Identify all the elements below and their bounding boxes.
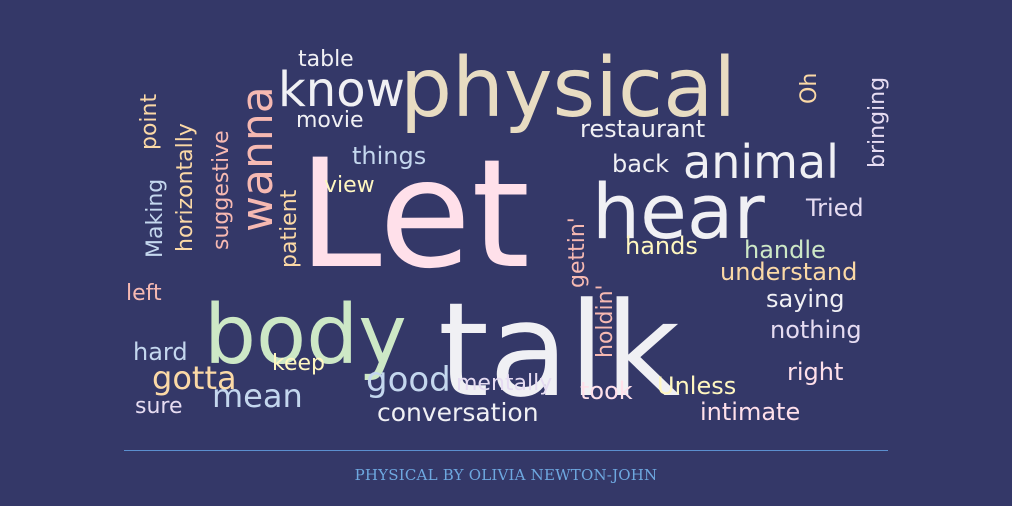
- cloud-word: things: [352, 142, 426, 170]
- cloud-word: took: [580, 377, 633, 405]
- cloud-word: point: [137, 94, 162, 150]
- cloud-word: understand: [720, 258, 857, 286]
- caption-divider: [124, 450, 888, 451]
- cloud-word: restaurant: [580, 115, 705, 143]
- cloud-word: back: [612, 150, 669, 178]
- cloud-word: mentally: [456, 371, 552, 396]
- cloud-word: right: [787, 358, 843, 386]
- cloud-word: movie: [296, 108, 364, 133]
- cloud-word: Oh: [797, 73, 822, 104]
- cloud-word: Making: [143, 179, 168, 258]
- cloud-word: keep: [272, 351, 325, 376]
- cloud-word: Tried: [805, 194, 864, 222]
- cloud-word: hear: [592, 167, 765, 256]
- cloud-word: left: [126, 281, 162, 306]
- cloud-word: talk: [438, 274, 680, 426]
- cloud-word: good: [366, 360, 451, 400]
- cloud-word: wanna: [232, 86, 283, 232]
- cloud-word: view: [324, 173, 375, 198]
- cloud-word: conversation: [377, 398, 539, 427]
- cloud-word: hands: [625, 232, 698, 260]
- cloud-word: mean: [212, 377, 303, 415]
- cloud-word: animal: [683, 135, 839, 189]
- cloud-word: intimate: [700, 398, 800, 426]
- cloud-word: gettin': [565, 217, 590, 288]
- chart-caption: PHYSICAL BY OLIVIA NEWTON-JOHN: [354, 466, 658, 484]
- cloud-word: patient: [277, 189, 302, 268]
- cloud-word: gotta: [152, 359, 237, 397]
- cloud-word: know: [278, 62, 405, 118]
- cloud-word: horizontally: [173, 123, 198, 252]
- cloud-word: Unless: [657, 372, 736, 400]
- cloud-word: table: [298, 47, 354, 72]
- cloud-word: handle: [744, 236, 826, 264]
- cloud-word: Let: [298, 128, 530, 302]
- cloud-word: bringing: [865, 77, 890, 168]
- cloud-word: hard: [133, 338, 188, 366]
- cloud-word: saying: [766, 285, 845, 313]
- cloud-word: sure: [135, 394, 183, 419]
- cloud-word: body: [204, 288, 407, 383]
- cloud-word: suggestive: [209, 130, 234, 250]
- cloud-word: physical: [400, 41, 736, 136]
- cloud-word: nothing: [770, 316, 862, 344]
- cloud-word: holdin': [593, 284, 618, 358]
